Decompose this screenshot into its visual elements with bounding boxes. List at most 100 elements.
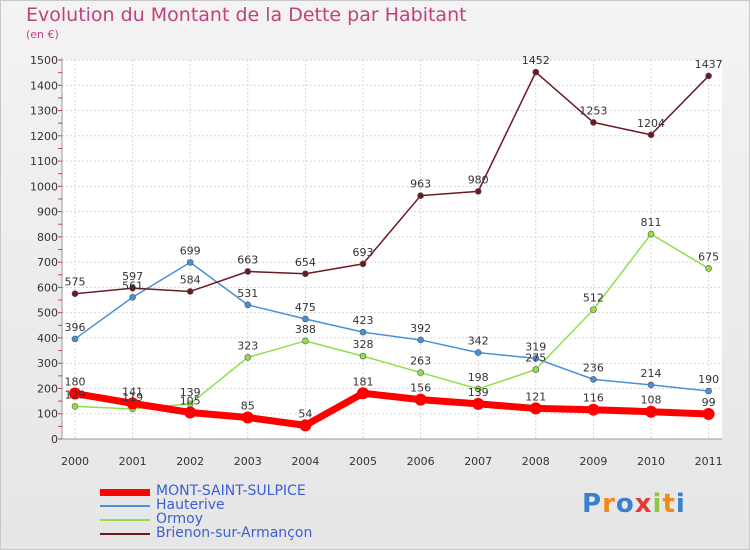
legend-swatch xyxy=(100,533,150,535)
data-point xyxy=(532,68,540,76)
data-point xyxy=(705,265,712,272)
data-label: 512 xyxy=(583,292,604,305)
x-tick-label: 2009 xyxy=(579,455,607,468)
y-tick-label: 600 xyxy=(37,281,58,294)
data-point xyxy=(186,259,194,266)
x-tick-label: 2008 xyxy=(522,455,550,468)
legend-label: Brienon-sur-Armançon xyxy=(156,525,313,541)
data-label: 214 xyxy=(641,367,662,380)
y-tick-label: 400 xyxy=(37,332,58,345)
data-label: 1452 xyxy=(522,54,550,67)
data-point xyxy=(129,293,136,301)
data-point xyxy=(417,369,424,376)
data-point xyxy=(590,119,597,126)
data-label: 180 xyxy=(65,376,86,389)
data-point xyxy=(645,405,657,418)
x-tick-label: 2005 xyxy=(349,455,377,468)
x-tick-label: 2004 xyxy=(291,455,319,468)
data-label: 1437 xyxy=(695,58,723,71)
data-label: 475 xyxy=(295,301,316,314)
data-label: 181 xyxy=(353,375,374,388)
data-point xyxy=(244,354,252,361)
series-line xyxy=(74,389,709,429)
data-label: 663 xyxy=(237,253,258,266)
logo-letter: r xyxy=(602,489,616,519)
data-label: 423 xyxy=(353,314,374,327)
data-label: 108 xyxy=(641,394,662,407)
logo-letter: i xyxy=(675,489,686,519)
logo-letter: P xyxy=(582,489,603,519)
y-tick-label: 0 xyxy=(51,433,58,446)
data-label: 105 xyxy=(180,394,201,407)
data-label: 198 xyxy=(468,371,489,384)
y-tick-label: 800 xyxy=(37,231,58,244)
data-point xyxy=(647,131,655,139)
data-label: 597 xyxy=(122,270,143,283)
y-tick-label: 100 xyxy=(37,408,58,421)
data-label: 328 xyxy=(353,338,374,351)
data-point xyxy=(129,284,136,292)
data-label: 139 xyxy=(468,386,489,399)
data-label: 675 xyxy=(698,250,719,263)
chart-title: Evolution du Montant de la Dette par Hab… xyxy=(26,4,467,26)
data-label: 1204 xyxy=(637,117,665,130)
data-point xyxy=(417,336,424,344)
data-label: 119 xyxy=(122,391,143,404)
data-point xyxy=(71,290,79,298)
x-tick-label: 2006 xyxy=(407,455,435,468)
data-label: 811 xyxy=(641,216,662,229)
data-label: 980 xyxy=(468,173,489,186)
data-label: 963 xyxy=(410,178,431,191)
data-label: 121 xyxy=(525,390,546,403)
data-point xyxy=(244,301,252,309)
legend-item: MONT-SAINT-SULPICE xyxy=(100,483,400,500)
x-tick-label: 2010 xyxy=(637,455,665,468)
y-tick-label: 1100 xyxy=(30,155,58,168)
y-tick-label: 1500 xyxy=(30,54,58,67)
x-tick-label: 2002 xyxy=(176,455,204,468)
data-point xyxy=(705,72,712,80)
legend-swatch xyxy=(100,489,150,496)
data-point xyxy=(299,419,312,432)
x-tick-label: 2000 xyxy=(61,455,89,468)
plot-area xyxy=(62,60,722,439)
data-point xyxy=(359,260,367,268)
data-label: 236 xyxy=(583,361,604,374)
data-label: 156 xyxy=(410,382,431,395)
data-point xyxy=(702,407,715,420)
data-label: 141 xyxy=(122,385,143,398)
data-point xyxy=(186,288,194,295)
y-tick-label: 1200 xyxy=(30,130,58,143)
y-tick-label: 200 xyxy=(37,382,58,395)
data-point xyxy=(474,349,482,356)
data-point xyxy=(417,192,424,199)
data-point xyxy=(532,366,540,373)
legend-label: Ormoy xyxy=(156,511,204,527)
data-point xyxy=(241,411,254,424)
data-label: 139 xyxy=(180,386,201,399)
data-point xyxy=(472,397,485,410)
data-point xyxy=(184,406,197,419)
unit-label: (en €) xyxy=(26,28,59,41)
data-label: 584 xyxy=(180,273,201,286)
data-label: 699 xyxy=(180,244,201,257)
legend-swatch xyxy=(100,505,150,507)
data-point xyxy=(705,387,712,395)
series-line xyxy=(74,261,709,392)
data-point xyxy=(302,337,309,345)
data-point xyxy=(647,381,655,389)
data-point xyxy=(359,328,367,336)
series-line xyxy=(74,71,710,295)
data-point xyxy=(474,385,482,393)
data-point xyxy=(474,188,482,195)
data-label: 693 xyxy=(353,246,374,259)
data-point xyxy=(590,376,597,383)
y-tick-label: 1300 xyxy=(30,105,58,118)
y-tick-label: 1400 xyxy=(30,79,58,92)
data-point xyxy=(414,393,427,406)
legend-swatch xyxy=(100,519,150,521)
data-label: 319 xyxy=(525,340,546,353)
data-label: 392 xyxy=(410,322,431,335)
data-label: 85 xyxy=(241,400,255,413)
